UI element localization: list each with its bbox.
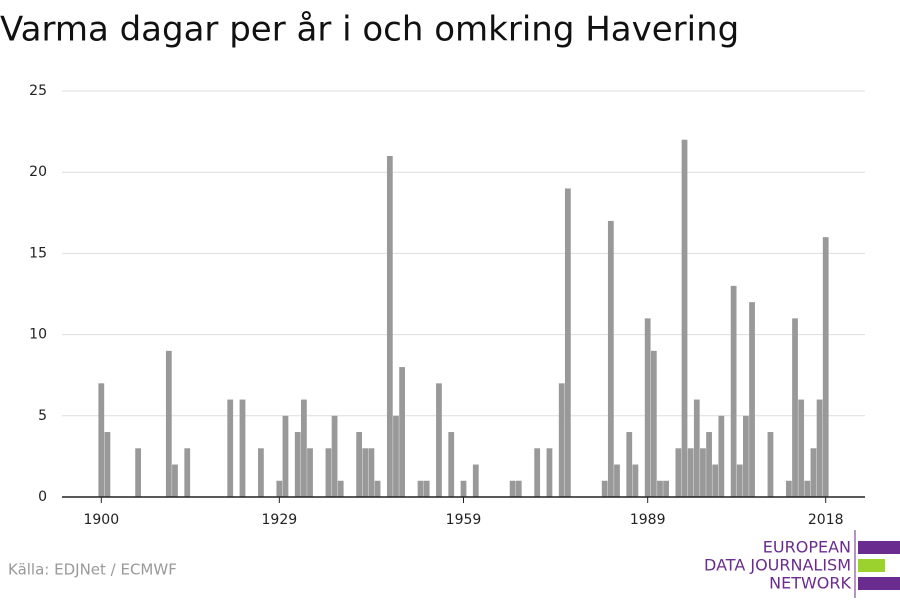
bar [601,480,608,497]
bar [423,480,430,497]
x-tick-label: 2018 [808,512,844,528]
chart-title: Varma dagar per år i och omkring Haverin… [0,10,739,50]
source: Källa: EDJNet / ECMWF [8,561,177,579]
bar [785,480,792,497]
bar [693,399,700,497]
bar [663,480,669,497]
y-tick-label: 10 [29,327,47,343]
bar [337,480,344,497]
x-tick-label: 1989 [630,512,666,528]
y-tick-label: 20 [29,164,47,180]
bar [706,432,712,497]
bar [472,464,479,497]
bar [736,464,743,497]
bar [614,464,620,497]
logo-bar [858,541,900,554]
bar [165,350,172,497]
bar [822,237,829,497]
bar [767,432,774,497]
bar [743,415,749,497]
bar [749,302,755,497]
bar [172,464,178,497]
bar [687,448,694,497]
y-tick-label: 0 [38,489,47,505]
bar [399,367,405,497]
bar [368,448,375,497]
bar [644,318,651,497]
logo-text: DATA JOURNALISM [704,556,851,575]
bar [374,480,381,497]
bar [386,155,393,497]
bar [436,383,442,497]
bar [804,480,811,497]
x-tick-label: 1959 [446,512,482,528]
bar [515,480,522,497]
bar [546,448,553,497]
bar [258,448,264,497]
bar [675,448,682,497]
bar [681,139,688,497]
x-tick-label: 1900 [83,512,119,528]
bar [712,464,719,497]
bar [632,464,639,497]
bar [730,285,737,497]
bar [331,415,338,497]
bar [718,415,725,497]
bar [294,432,301,497]
logo-bar [858,577,900,590]
bar [325,448,332,497]
x-tick-label: 1929 [262,512,298,528]
bar [135,448,142,497]
bar [534,448,541,497]
bar [276,480,283,497]
bar [564,188,571,497]
bar [792,318,798,497]
bar [816,399,823,497]
bar [356,432,363,497]
bar [239,399,246,497]
y-tick-label: 5 [38,408,47,424]
bar [362,448,369,497]
bar [798,399,805,497]
bar [650,350,657,497]
bar [282,415,289,497]
logo-text: EUROPEAN [763,538,851,557]
y-tick-label: 15 [29,245,47,261]
bar [607,220,614,498]
y-tick-label: 25 [29,83,47,99]
logo-text: NETWORK [769,574,851,593]
bar [509,480,516,497]
bar [417,480,424,497]
bar [227,399,234,497]
bar [448,432,455,497]
bar [700,448,706,497]
logo-bar [858,559,885,572]
bar [657,480,663,497]
bar [98,383,105,497]
bar [558,383,565,497]
bar [104,432,111,497]
bar [300,399,307,497]
bar [626,432,633,497]
bar [307,448,313,497]
bar [184,448,191,497]
bar [460,480,467,497]
bar [810,448,817,497]
bar [393,415,399,497]
